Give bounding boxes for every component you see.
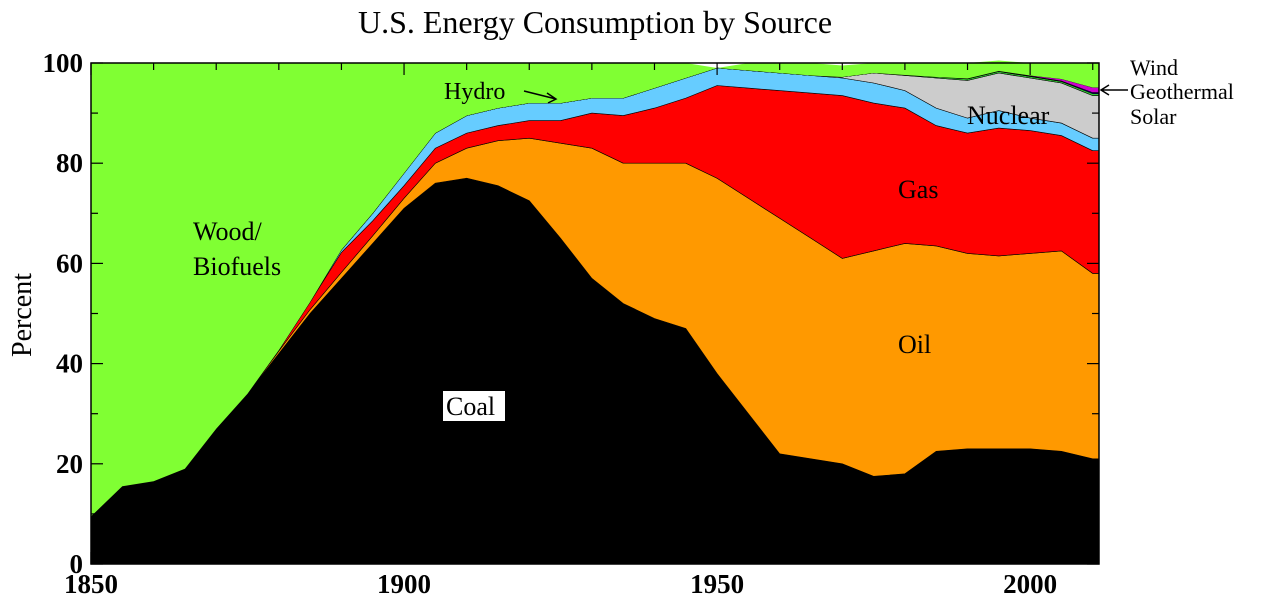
y-tick-labels: 0 20 40 60 80 100 [43,48,84,579]
stacked-areas [90,60,1100,565]
y-axis-label: Percent [7,273,38,357]
coal-label-background [443,391,505,421]
hydro-arrow [523,90,558,104]
label-wind: Wind [1130,55,1178,80]
y-tick-label: 100 [43,48,84,78]
y-tick-label: 40 [56,349,83,379]
label-oil: Oil [898,330,931,359]
x-tick-labels: 1850 1900 1950 2000 [64,569,1057,599]
label-wood-line1: Wood/ [193,217,262,246]
y-tick-label: 80 [56,148,83,178]
label-gas: Gas [898,175,938,204]
axis-ticks [90,62,1099,565]
x-tick-label: 2000 [1003,569,1057,599]
label-wood-line2: Biofuels [193,252,281,281]
x-tick-label: 1850 [64,569,118,599]
small-sources-arrow [1099,84,1128,96]
label-hydro: Hydro [444,79,505,105]
x-tick-label: 1950 [690,569,744,599]
label-coal: Coal [446,392,495,421]
x-tick-label: 1900 [377,569,431,599]
y-tick-label: 0 [70,549,84,579]
label-solar: Solar [1130,104,1177,129]
label-nuclear: Nuclear [967,101,1050,130]
area-wood-biofuels [91,60,1099,517]
y-tick-label: 60 [56,248,83,278]
label-geothermal: Geothermal [1130,79,1234,104]
chart-title: U.S. Energy Consumption by Source [358,4,832,40]
y-tick-label: 20 [56,449,83,479]
